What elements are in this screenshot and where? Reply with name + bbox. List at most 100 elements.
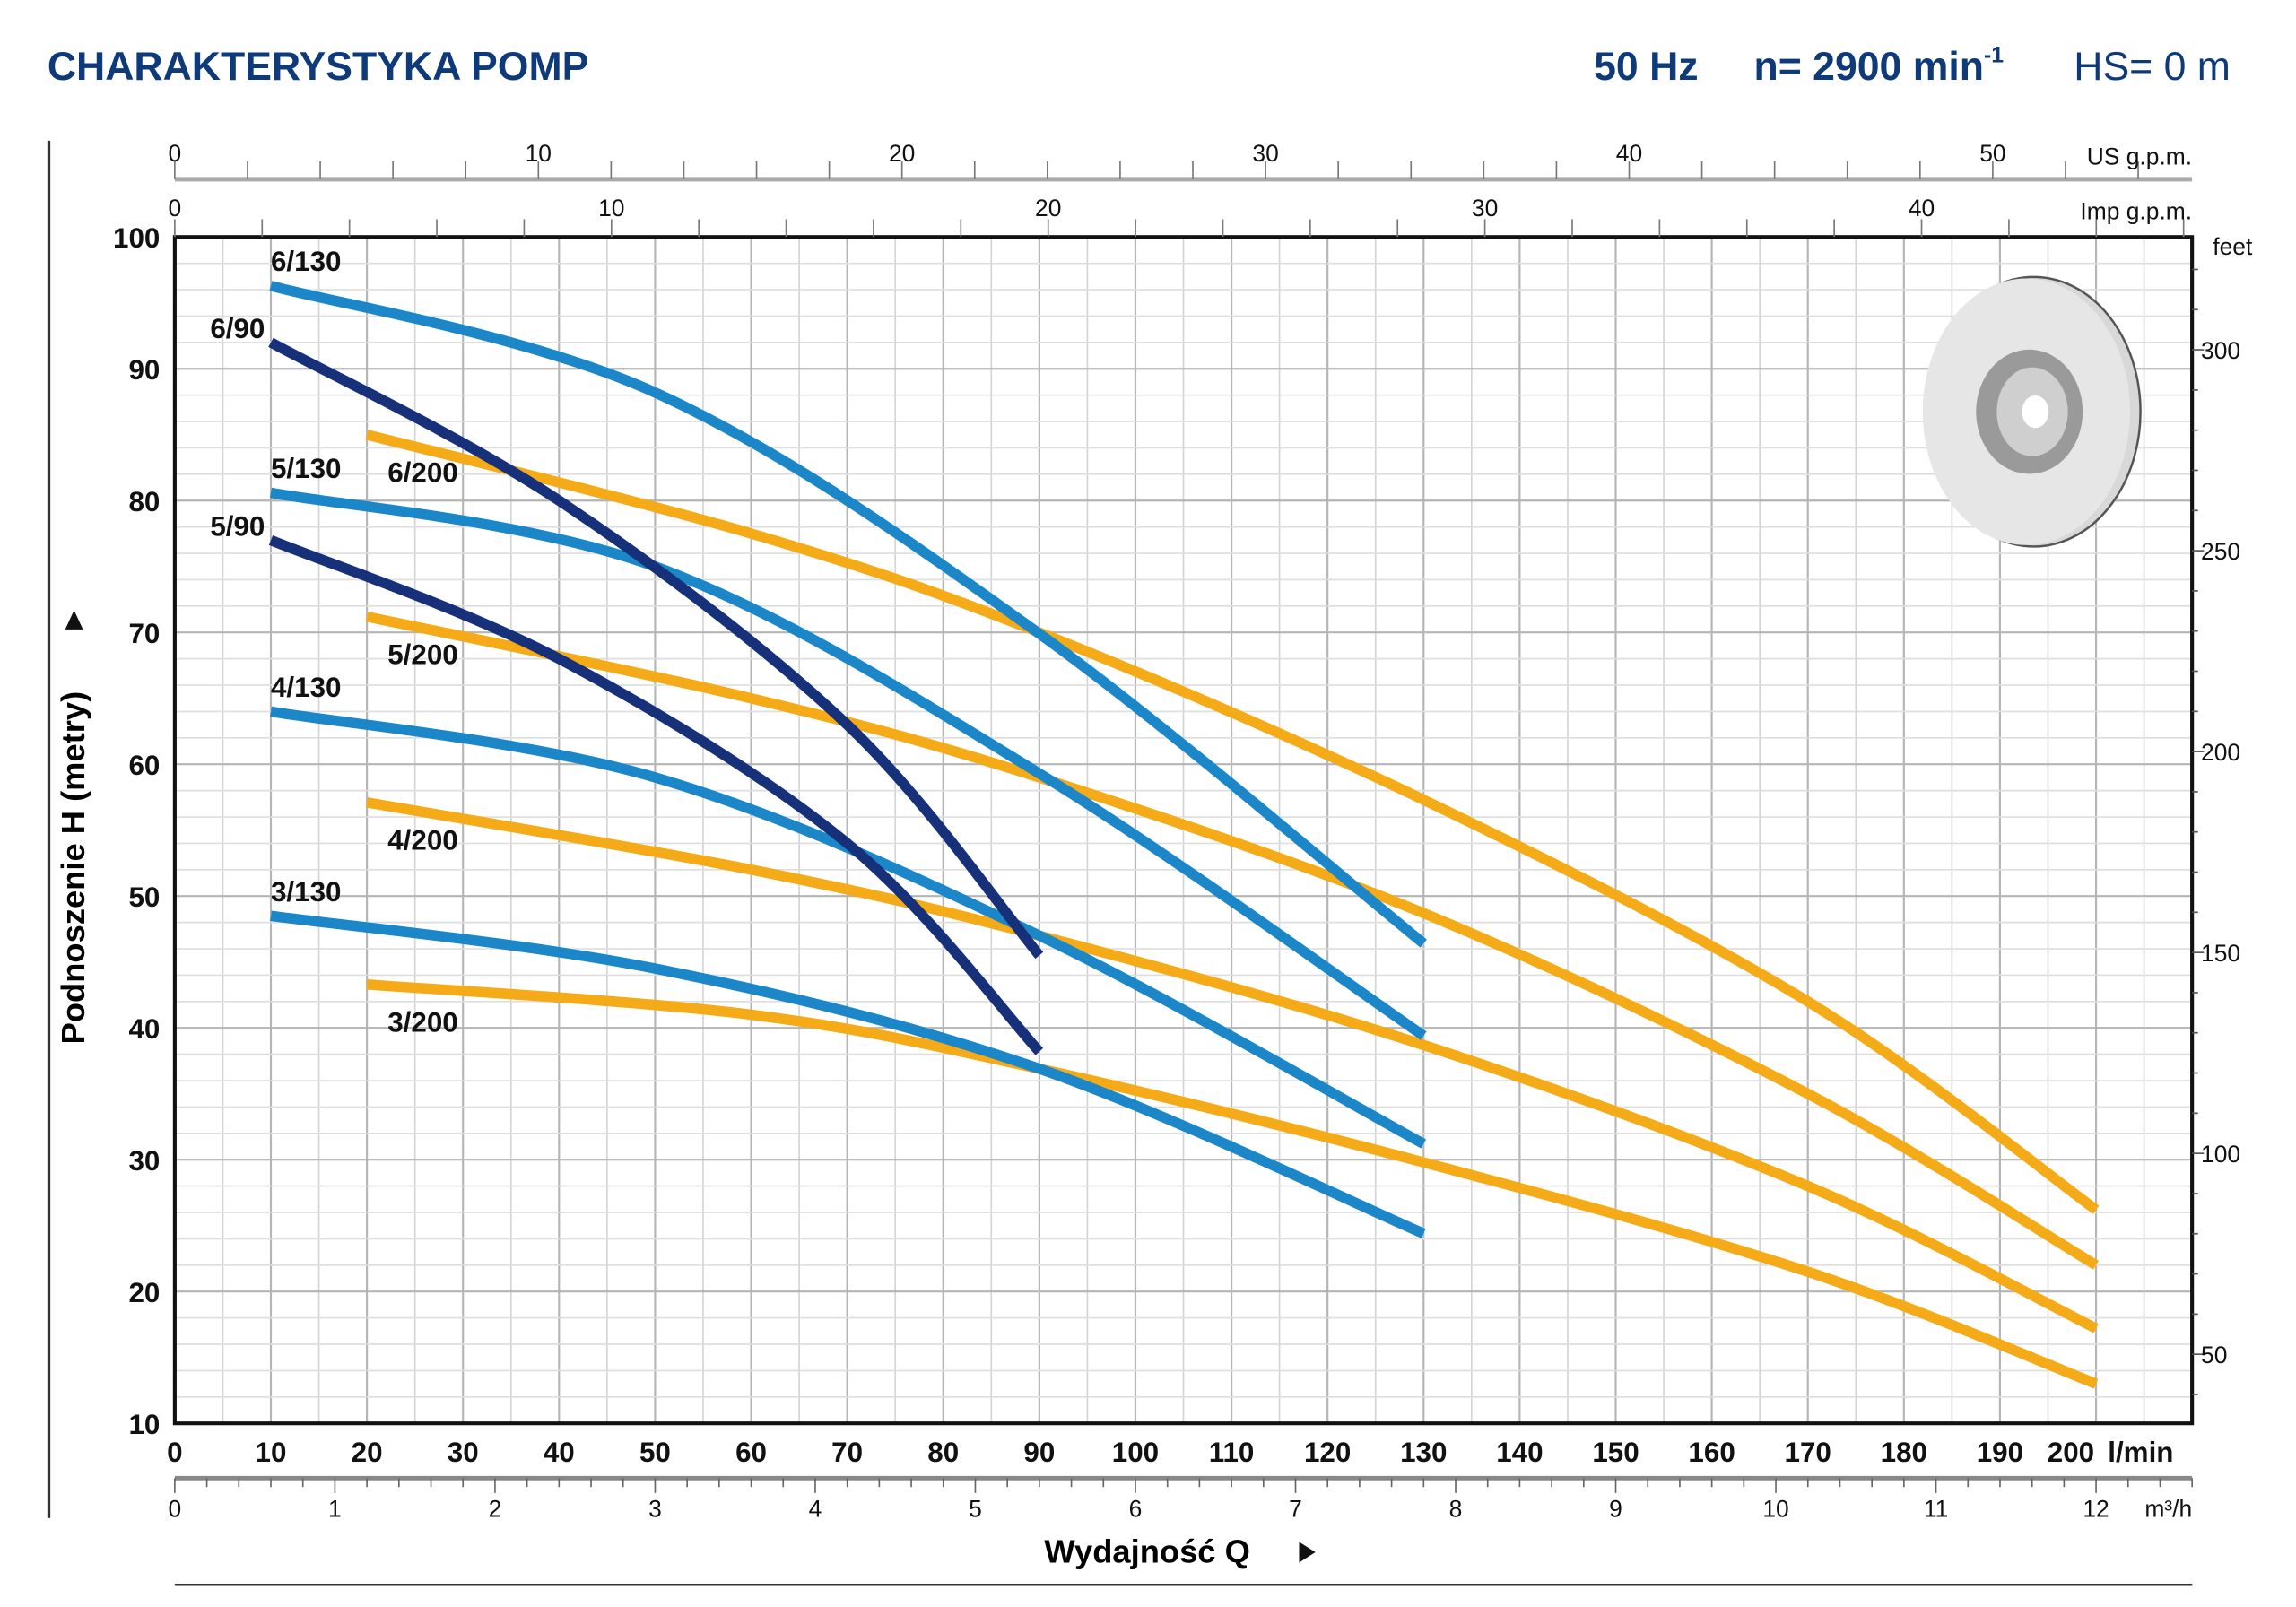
imp-gpm-tick-label: 20 [1035,195,1061,222]
y-tick-label: 80 [128,486,160,517]
feet-tick-label: 250 [2201,538,2240,565]
curve-3-200 [366,978,2099,1389]
curve-5-200 [365,611,2099,1270]
m3h-unit-label: m³/h [2144,1495,2192,1522]
imp-gpm-tick-label: 40 [1909,195,1935,222]
curve-5-130 [269,487,1427,1040]
y-tick-label: 60 [128,750,160,781]
x-axis-label: Wydajność Q [1044,1533,1249,1569]
m3h-tick-label: 4 [809,1495,822,1522]
impeller-image [1922,275,2142,548]
frequency-label: 50 Hz [1594,45,1698,89]
plot-frame [172,235,2195,1426]
curve-6-200 [365,430,2100,1214]
curve-labels: 6/200 5/200 4/200 3/200 6/130 5/130 4/130 3/130… [210,246,457,1038]
curve-4-200 [366,797,2099,1333]
m3h-tick-label: 10 [1762,1495,1788,1522]
feet-unit-label: feet [2213,233,2253,260]
x-tick-label: 60 [735,1437,767,1468]
us-gpm-tick-label: 40 [1616,140,1642,167]
curve-label: 3/130 [271,876,342,908]
curve-label: 4/200 [387,825,458,856]
feet-tick-label: 50 [2201,1342,2227,1368]
x-tick-label: 50 [639,1437,671,1468]
us-gpm-tick-label: 20 [889,140,915,167]
y-axis-label: Podnoszenie H (metry) [55,691,91,1045]
y-tick-label: 100 [113,222,160,254]
feet-tick-label: 300 [2201,337,2240,364]
imp-gpm-tick-label: 30 [1472,195,1498,222]
x-tick-label: 20 [352,1437,383,1468]
axes: 0 10 20 30 40 50 60 70 80 90 100 110 120 130 140 150 160… [113,140,2253,1522]
x-tick-label: 90 [1023,1437,1055,1468]
m3h-tick-label: 7 [1289,1495,1302,1522]
us-gpm-tick-label: 50 [1979,140,2005,167]
x-tick-label: 180 [1881,1437,1927,1468]
curve-6-90 [268,337,1044,960]
x-tick-label: 130 [1400,1437,1447,1468]
curve-label: 5/130 [271,453,342,484]
y-tick-label: 40 [128,1013,160,1045]
curve-6-130 [269,281,1427,948]
m3h-tick-label: 6 [1129,1495,1143,1522]
curve-3-130 [270,910,1426,1238]
x-tick-label: 40 [544,1437,575,1468]
us-gpm-unit-label: US g.p.m. [2087,143,2192,169]
curve-label: 3/200 [387,1007,458,1038]
x-tick-label: 110 [1209,1437,1255,1468]
curve-label: 4/130 [271,672,342,703]
m3h-tick-label: 1 [328,1495,342,1522]
curve-label: 5/200 [387,638,458,670]
x-tick-label: 10 [256,1437,287,1468]
x-tick-label: 100 [1112,1437,1159,1468]
m3h-tick-label: 12 [2083,1495,2109,1522]
y-tick-label: 50 [128,882,160,913]
chart-title: CHARAKTERYSTYKA POMP [48,45,588,89]
x-tick-label: 160 [1688,1437,1735,1468]
y-axis-arrow-icon [65,610,83,630]
m3h-tick-label: 11 [1924,1495,1948,1522]
header: CHARAKTERYSTYKA POMP 50 Hz n= 2900 min-1… [48,43,2231,89]
curve-label: 6/90 [210,313,265,344]
m3h-tick-label: 2 [489,1495,502,1522]
suction-height-label: HS= 0 m [2074,45,2231,89]
x-tick-label: 0 [167,1437,182,1468]
x-tick-label: 120 [1304,1437,1351,1468]
m3h-tick-label: 9 [1609,1495,1622,1522]
y-tick-label: 70 [128,618,160,649]
feet-tick-label: 200 [2201,739,2240,766]
us-gpm-tick-label: 0 [169,140,182,167]
x-tick-label: 70 [831,1437,863,1468]
curve-label: 6/130 [271,246,342,277]
imp-gpm-tick-label: 10 [598,195,624,222]
grid [173,236,2194,1425]
feet-tick-label: 150 [2201,940,2240,967]
us-gpm-tick-label: 10 [526,140,552,167]
y-tick-label: 90 [128,354,160,386]
m3h-tick-label: 3 [648,1495,662,1522]
x-axis-arrow-icon [1299,1542,1316,1563]
m3h-tick-label: 0 [169,1495,182,1522]
curve-5-90 [268,534,1044,1055]
x-tick-label: 200 [2048,1437,2094,1468]
x-tick-label: 30 [448,1437,479,1468]
x-tick-label: 170 [1785,1437,1831,1468]
imp-gpm-tick-label: 0 [169,195,182,222]
y-tick-label: 10 [128,1409,160,1440]
imp-gpm-unit-label: Imp g.p.m. [2080,197,2192,224]
x-tick-label: 190 [1977,1437,2023,1468]
y-tick-label: 30 [128,1145,160,1177]
y-tick-label: 20 [128,1277,160,1308]
x-tick-label: 80 [927,1437,959,1468]
speed-label: n= 2900 min-1 [1754,43,2005,89]
x-tick-label: 150 [1592,1437,1639,1468]
curve-label: 6/200 [387,457,458,489]
x-unit-label: l/min [2108,1437,2173,1468]
feet-tick-label: 100 [2201,1141,2240,1168]
us-gpm-tick-label: 30 [1252,140,1278,167]
curve-label: 5/90 [210,510,265,542]
x-tick-label: 140 [1496,1437,1543,1468]
m3h-tick-label: 8 [1449,1495,1463,1522]
curves [268,281,2100,1389]
